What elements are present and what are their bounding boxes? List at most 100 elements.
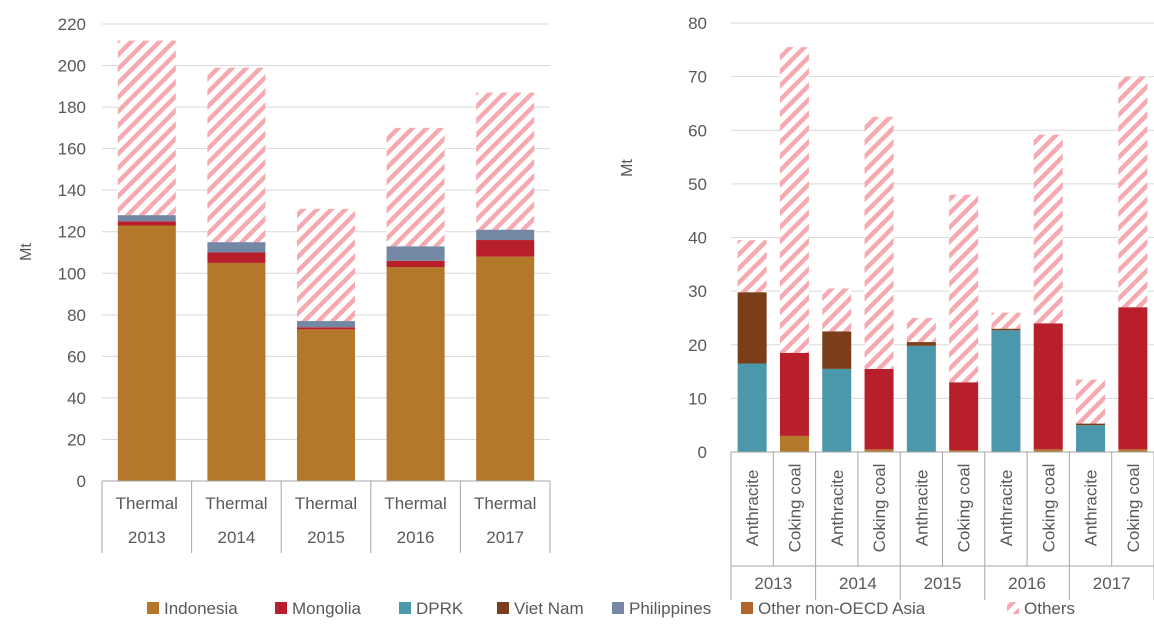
x-tick-label: Coking coal (955, 464, 974, 553)
legend-label: Viet Nam (514, 599, 584, 618)
x-group-label: 2017 (1093, 574, 1131, 593)
x-tick-label: Coking coal (785, 464, 804, 553)
bar-segment (1033, 449, 1063, 452)
bar-segment (822, 288, 852, 332)
y-tick-label: 180 (58, 98, 86, 117)
legend-swatch (275, 602, 287, 614)
legend-label: DPRK (416, 599, 464, 618)
x-tick-label: Thermal (205, 494, 267, 513)
y-tick-label: 100 (58, 264, 86, 283)
bar-segment (386, 246, 445, 261)
x-tick-label: Anthracite (743, 470, 762, 547)
y-tick-label: 0 (698, 443, 707, 462)
legend-swatch (147, 602, 159, 614)
y-tick-label: 140 (58, 181, 86, 200)
bar-segment (207, 262, 266, 481)
bar-segment (906, 342, 936, 346)
bar-segment (117, 221, 176, 226)
bar-segment (737, 240, 767, 293)
x-tick-label: Thermal (474, 494, 536, 513)
bar-segment (1076, 425, 1106, 452)
legend-label: Others (1024, 599, 1075, 618)
bar-segment (949, 382, 979, 451)
bar-segment (991, 330, 1021, 452)
y-axis-label: Mt (18, 243, 35, 261)
bar-segment (476, 92, 535, 230)
bar-segment (949, 194, 979, 383)
x-group-label: 2013 (128, 528, 166, 547)
legend-item: Philippines (612, 599, 711, 618)
legend-item: Indonesia (147, 599, 238, 618)
y-tick-label: 60 (67, 347, 86, 366)
bar-segment (386, 260, 445, 268)
x-group-label: 2016 (397, 528, 435, 547)
bar-segment (207, 67, 266, 243)
legend-swatch (399, 602, 411, 614)
y-tick-label: 160 (58, 140, 86, 159)
x-group-label: 2014 (217, 528, 255, 547)
legend-swatch (741, 602, 753, 614)
x-tick-label: Thermal (116, 494, 178, 513)
legend-item: Mongolia (275, 599, 362, 618)
y-tick-label: 20 (688, 336, 707, 355)
bar-segment (1076, 379, 1106, 424)
y-tick-label: 30 (688, 282, 707, 301)
bar-segment (476, 240, 535, 257)
y-tick-label: 60 (688, 121, 707, 140)
x-group-label: 2013 (754, 574, 792, 593)
x-tick-label: Anthracite (828, 470, 847, 547)
bar-segment (476, 229, 535, 241)
bar-segment (949, 450, 979, 452)
bar-segment (991, 328, 1021, 331)
bar-segment (779, 435, 809, 452)
bar-segment (864, 449, 894, 452)
legend-swatch (1007, 602, 1019, 614)
bar-segment (117, 225, 176, 481)
bar-segment (1076, 423, 1106, 426)
bar-segment (737, 363, 767, 452)
bar-segment (1033, 323, 1063, 450)
left-chart: 0 20 40 60 80 100 120 140 160 180 200 220 Mt Thermal 2… (18, 15, 551, 553)
bar-segment (1033, 134, 1063, 324)
bar-segment (822, 368, 852, 452)
x-tick-label: Anthracite (912, 470, 931, 547)
x-group-label: 2014 (839, 574, 877, 593)
y-tick-label: 80 (67, 306, 86, 325)
x-tick-label: Thermal (384, 494, 446, 513)
y-tick-label: 220 (58, 15, 86, 34)
x-tick-label: Coking coal (1124, 464, 1143, 553)
bar-segment (822, 331, 852, 369)
x-tick-label: Thermal (295, 494, 357, 513)
x-tick-label: Anthracite (997, 470, 1016, 547)
legend-item: DPRK (399, 599, 464, 618)
y-tick-label: 10 (688, 389, 707, 408)
x-group-label: 2015 (307, 528, 345, 547)
legend: Indonesia Mongolia DPRK Viet Nam Philippines… (147, 599, 1075, 618)
y-tick-label: 80 (688, 14, 707, 33)
x-group-label: 2015 (924, 574, 962, 593)
y-tick-label: 120 (58, 223, 86, 242)
bar-segment (779, 352, 809, 436)
bar-segment (386, 267, 445, 481)
y-tick-label: 70 (688, 68, 707, 87)
y-tick-label: 40 (688, 229, 707, 248)
bar-segment (779, 47, 809, 353)
bar-segment (117, 215, 176, 222)
bar-segment (906, 345, 936, 452)
bar-segment (906, 317, 936, 343)
bar-segment (207, 242, 266, 253)
legend-label: Mongolia (292, 599, 362, 618)
legend-item: Others (1007, 599, 1075, 618)
bar-segment (297, 329, 355, 481)
y-axis-label: Mt (619, 159, 636, 177)
bar-segment (297, 327, 355, 330)
bar-segment (737, 292, 767, 364)
bar-segment (476, 256, 535, 481)
bar-segment (207, 252, 266, 263)
bar-segment (1118, 307, 1148, 450)
bar-segment (1118, 449, 1148, 452)
right-chart: 0 10 20 30 40 50 60 70 80 Mt Anthracite Coking coal… (619, 14, 1154, 600)
legend-item: Viet Nam (497, 599, 584, 618)
bar-segment (386, 127, 445, 247)
